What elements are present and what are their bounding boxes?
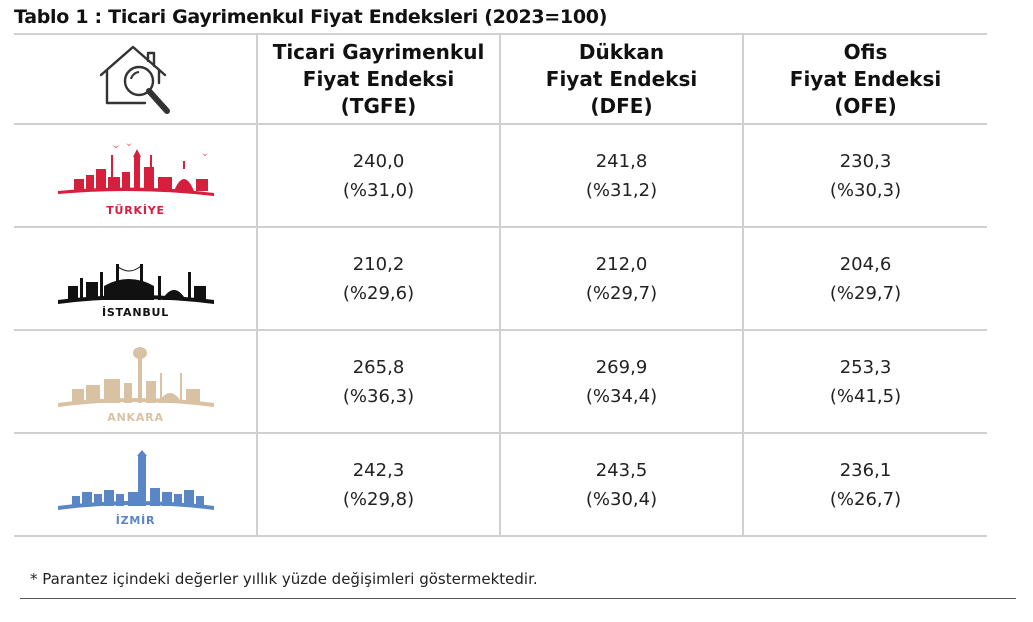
dfe-cell: 241,8 (%31,2): [500, 124, 744, 227]
dfe-cell: 212,0 (%29,7): [500, 227, 744, 330]
region-label: TÜRKİYE: [106, 204, 165, 217]
table-row: ANKARA 265,8 (%36,3) 269,9 (%34,4) 253,3 (%…: [14, 330, 987, 433]
column-header-tgfe: Ticari Gayrimenkul Fiyat Endeksi (TGFE): [257, 34, 501, 124]
column-header-ofe: Ofis Fiyat Endeksi (OFE): [789, 39, 942, 118]
table-row: İZMİR 242,3 (%29,8) 243,5 (%30,4) 236,1 (%2…: [14, 433, 987, 536]
footnote: * Parantez içindeki değerler yıllık yüzd…: [30, 570, 538, 588]
ofe-cell: 236,1 (%26,7): [829, 459, 902, 510]
table-row: İSTANBUL 210,2 (%29,6) 212,0 (%29,7) 204,6…: [14, 227, 987, 330]
column-header-dfe: Dükkan Fiyat Endeksi (DFE): [500, 34, 744, 124]
istanbul-skyline-icon: [58, 264, 214, 304]
region-cell: İZMİR: [14, 433, 258, 536]
region-cell: İSTANBUL: [14, 227, 258, 330]
table-row: TÜRKİYE 240,0 (%31,0) 241,8 (%31,2) 230,3(…: [14, 124, 987, 227]
region-label: ANKARA: [107, 411, 164, 424]
header-row: Ticari Gayrimenkul Fiyat Endeksi (TGFE) Dü…: [14, 34, 987, 124]
dfe-cell: 269,9 (%34,4): [500, 330, 744, 433]
dfe-cell: 243,5 (%30,4): [500, 433, 744, 536]
tgfe-cell: 242,3 (%29,8): [257, 433, 501, 536]
region-label: İZMİR: [115, 514, 156, 527]
region-cell: TÜRKİYE: [14, 124, 258, 227]
table-title: Tablo 1 : Ticari Gayrimenkul Fiyat Endek…: [14, 6, 608, 28]
tgfe-cell: 240,0 (%31,0): [257, 124, 501, 227]
tgfe-cell: 210,2 (%29,6): [257, 227, 501, 330]
turkiye-skyline-icon: [58, 143, 214, 196]
ofe-cell: 204,6 (%29,7): [829, 253, 902, 304]
region-cell: ANKARA: [14, 330, 258, 433]
ofe-cell: 253,3 (%41,5): [829, 356, 902, 407]
price-index-table: Ticari Gayrimenkul Fiyat Endeksi (TGFE) Dü…: [14, 33, 987, 537]
region-label: İSTANBUL: [101, 306, 170, 319]
ankara-skyline-icon: [58, 347, 214, 407]
izmir-skyline-icon: [58, 450, 214, 510]
tgfe-cell: 265,8 (%36,3): [257, 330, 501, 433]
footer-divider: [20, 598, 1016, 599]
ofe-cell: 230,3 (%30,3): [829, 150, 902, 201]
header-icon-cell: [14, 34, 258, 124]
house-magnifier-icon: [99, 45, 170, 114]
